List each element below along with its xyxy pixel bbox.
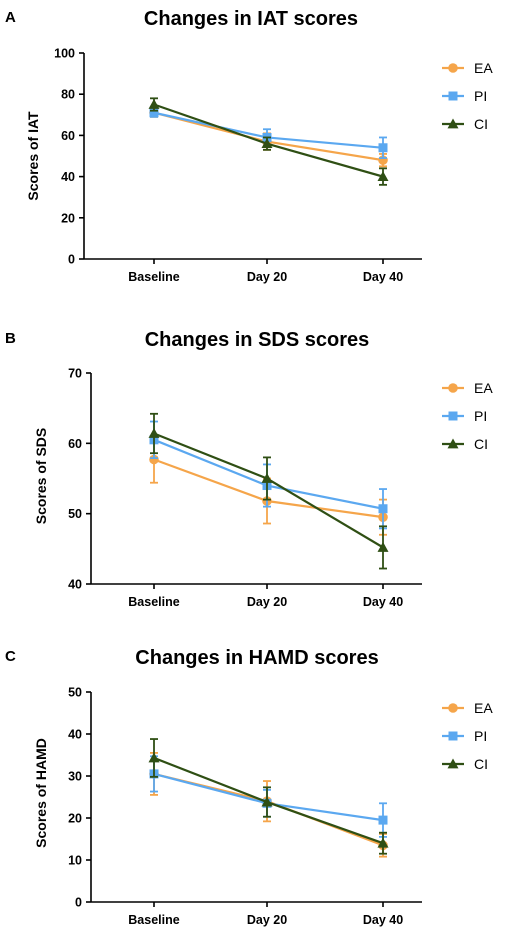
series-ci xyxy=(148,738,389,855)
series-line xyxy=(153,772,384,847)
legend-item-ea: EA xyxy=(442,700,493,716)
chart-title-c: Changes in HAMD scores xyxy=(135,647,378,669)
chart-title-b: Changes in SDS scores xyxy=(145,329,370,351)
series-ci xyxy=(148,412,389,570)
legend-marker xyxy=(447,758,459,769)
x-tick-label: Baseline xyxy=(128,913,179,927)
legend-label: CI xyxy=(474,436,488,452)
x-tick-label: Day 40 xyxy=(363,270,403,284)
legend-item-pi: PI xyxy=(442,408,487,424)
legend-marker xyxy=(447,118,459,129)
legend-item-ci: CI xyxy=(442,116,488,132)
legend-label: EA xyxy=(474,380,493,396)
data-point xyxy=(378,143,388,153)
legend-item-ci: CI xyxy=(442,436,488,452)
data-point xyxy=(148,99,160,109)
series-pi xyxy=(149,755,388,838)
legend-label: CI xyxy=(474,756,488,772)
plot-area-a: 0 20 40 60 80 100 Baseline Day 20 Day 40 EA PI CI xyxy=(54,47,493,285)
data-point xyxy=(149,454,159,465)
legend-marker xyxy=(447,438,459,449)
data-point xyxy=(148,427,160,438)
y-tick-label: 0 xyxy=(75,896,82,910)
data-point xyxy=(377,837,389,848)
y-axis-label-c: Scores of HAMD xyxy=(33,738,49,848)
legend-marker xyxy=(448,383,458,393)
legend-label: PI xyxy=(474,408,487,424)
series-ci xyxy=(148,97,389,186)
y-tick-label: 80 xyxy=(61,88,75,102)
y-tick-label: 60 xyxy=(61,129,75,143)
legend-label: PI xyxy=(474,728,487,744)
y-tick-label: 70 xyxy=(68,367,82,381)
panel-c: C Changes in HAMD scores Scores of HAMD … xyxy=(5,647,493,927)
x-tick-label: Baseline xyxy=(128,270,179,284)
y-tick-label: 30 xyxy=(68,770,82,784)
x-tick-label: Day 20 xyxy=(247,913,287,927)
legend-marker xyxy=(448,703,458,713)
data-point xyxy=(261,796,273,807)
y-tick-label: 40 xyxy=(68,728,82,742)
data-point xyxy=(378,504,388,514)
panel-letter-c: C xyxy=(5,648,16,665)
plot-area-c: 0 10 20 30 40 50 Baseline Day 20 Day 40 EA PI CI xyxy=(68,686,493,928)
legend-marker xyxy=(448,91,458,101)
data-point xyxy=(377,171,389,181)
panel-letter-b: B xyxy=(5,330,16,347)
legend-label: PI xyxy=(474,88,487,104)
x-tick-label: Day 40 xyxy=(363,595,403,609)
panel-a: A Changes in IAT scores Scores of IAT 0 2… xyxy=(5,8,493,284)
y-axis-label-a: Scores of IAT xyxy=(25,111,41,201)
legend-label: CI xyxy=(474,116,488,132)
legend-marker xyxy=(448,63,458,73)
y-tick-label: 40 xyxy=(68,578,82,592)
y-tick-label: 20 xyxy=(68,812,82,826)
y-tick-label: 50 xyxy=(68,507,82,521)
legend-item-ea: EA xyxy=(442,60,493,76)
y-tick-label: 60 xyxy=(68,437,82,451)
y-tick-label: 40 xyxy=(61,170,75,184)
legend-item-pi: PI xyxy=(442,728,487,744)
legend-item-ea: EA xyxy=(442,380,493,396)
legend-label: EA xyxy=(474,700,493,716)
data-point xyxy=(378,815,388,825)
data-point xyxy=(261,138,273,149)
y-tick-label: 20 xyxy=(61,211,75,225)
data-point xyxy=(148,752,160,763)
legend-item-ci: CI xyxy=(442,756,488,772)
x-tick-label: Day 20 xyxy=(247,595,287,609)
x-tick-label: Baseline xyxy=(128,595,179,609)
y-tick-label: 100 xyxy=(54,47,75,61)
y-axis-label-b: Scores of SDS xyxy=(33,428,49,524)
y-tick-label: 50 xyxy=(68,686,82,700)
legend-label: EA xyxy=(474,60,493,76)
panel-letter-a: A xyxy=(5,9,16,26)
legend-item-pi: PI xyxy=(442,88,487,104)
series-line xyxy=(153,432,384,549)
chart-title-a: Changes in IAT scores xyxy=(144,8,358,30)
x-tick-label: Day 20 xyxy=(247,270,287,284)
panel-b: B Changes in SDS scores Scores of SDS 40… xyxy=(5,329,493,609)
x-tick-label: Day 40 xyxy=(363,913,403,927)
data-point xyxy=(261,473,273,483)
y-tick-label: 0 xyxy=(68,253,75,267)
plot-area-b: 40 50 60 70 Baseline Day 20 Day 40 EA PI CI xyxy=(68,367,493,610)
y-tick-label: 10 xyxy=(68,854,82,868)
data-point xyxy=(377,541,389,552)
legend-marker xyxy=(448,411,458,421)
data-point xyxy=(149,108,159,118)
legend-marker xyxy=(448,731,458,741)
